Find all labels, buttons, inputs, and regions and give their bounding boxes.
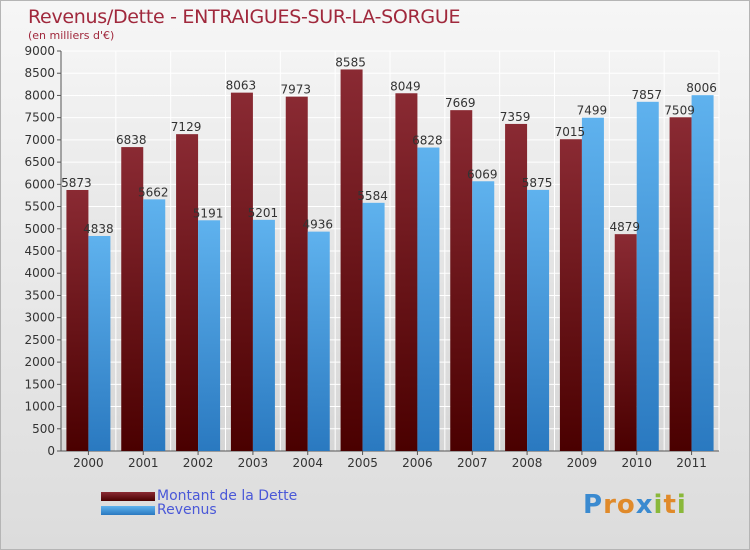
bar-revenus [581,117,604,451]
bar-dette [505,123,528,451]
bar-revenus [636,101,659,452]
y-tick-label: 0 [47,444,55,458]
bar-dette [176,134,199,451]
y-tick-label: 8500 [24,66,55,80]
bar-revenus [307,231,330,451]
y-tick-label: 2500 [24,333,55,347]
chart-subtitle: (en milliers d'€) [28,29,115,42]
y-tick-label: 4000 [24,266,55,280]
y-tick-label: 1000 [24,400,55,414]
y-tick-label: 6000 [24,177,55,191]
y-tick-label: 4500 [24,244,55,258]
bar-revenus [472,181,495,451]
legend-item-dette: Montant de la Dette [101,488,297,504]
x-tick-label: 2008 [512,456,543,470]
y-tick-label: 5000 [24,222,55,236]
data-label: 5875 [522,176,553,190]
bar-dette [450,110,473,452]
bar-dette [121,147,144,452]
x-tick-label: 2002 [183,456,214,470]
bar-revenus [88,235,111,451]
data-label: 5584 [357,189,388,203]
data-label: 7973 [280,83,311,97]
bar-revenus [417,147,440,452]
legend-swatch-revenus [101,505,155,515]
data-label: 4879 [609,220,640,234]
bar-dette [230,92,253,452]
bar-revenus [691,95,714,451]
chart-title: Revenus/Dette - ENTRAIGUES-SUR-LA-SORGUE [28,6,461,28]
bar-dette [395,93,418,452]
y-tick-label: 1500 [24,377,55,391]
data-label: 8006 [686,81,717,95]
data-label: 7669 [445,96,476,110]
bar-revenus [252,219,275,451]
data-label: 6069 [467,167,498,181]
data-label: 6838 [116,133,147,147]
legend-label-revenus: Revenus [157,502,217,518]
data-label: 4838 [83,222,114,236]
data-label: 7129 [171,120,202,134]
x-tick-label: 2003 [238,456,269,470]
x-tick-label: 2006 [402,456,433,470]
y-tick-label: 3500 [24,288,55,302]
data-label: 8063 [226,79,257,93]
legend-item-revenus: Revenus [101,502,217,518]
data-label: 7857 [631,88,662,102]
y-tick-label: 9000 [24,44,55,58]
x-tick-label: 2010 [621,456,652,470]
y-tick-label: 7000 [24,133,55,147]
x-tick-label: 2004 [292,456,323,470]
data-label: 6828 [412,134,443,148]
bar-dette [614,234,637,451]
bar-revenus [527,189,550,451]
x-tick-label: 2007 [457,456,488,470]
y-tick-label: 6500 [24,155,55,169]
data-label: 5191 [193,206,224,220]
data-label: 4936 [302,218,333,232]
bar-revenus [143,199,166,451]
data-label: 7359 [500,110,531,124]
y-tick-label: 7500 [24,111,55,125]
data-label: 5662 [138,185,169,199]
bar-dette [669,117,692,452]
y-tick-label: 2000 [24,355,55,369]
data-label: 5201 [248,206,279,220]
bar-revenus [198,220,221,451]
data-label: 8049 [390,79,421,93]
data-label: 7015 [555,125,586,139]
y-tick-label: 5500 [24,200,55,214]
bar-dette [285,96,308,452]
y-tick-label: 3000 [24,311,55,325]
y-tick-label: 500 [32,422,55,436]
x-tick-label: 2005 [347,456,378,470]
bar-dette [340,69,363,451]
data-label: 7509 [664,103,695,117]
data-label: 8585 [335,55,366,69]
legend-label-dette: Montant de la Dette [157,488,298,504]
bar-dette [559,139,582,451]
x-tick-label: 2001 [128,456,159,470]
data-label: 7499 [577,104,608,118]
proxiti-logo: Proxiti [583,490,687,520]
x-tick-label: 2011 [676,456,707,470]
data-label: 5873 [61,176,92,190]
x-tick-label: 2009 [567,456,598,470]
bar-dette [66,189,89,451]
x-tick-label: 2000 [73,456,104,470]
legend-swatch-dette [101,491,155,501]
bar-revenus [362,202,385,451]
y-tick-label: 8000 [24,88,55,102]
